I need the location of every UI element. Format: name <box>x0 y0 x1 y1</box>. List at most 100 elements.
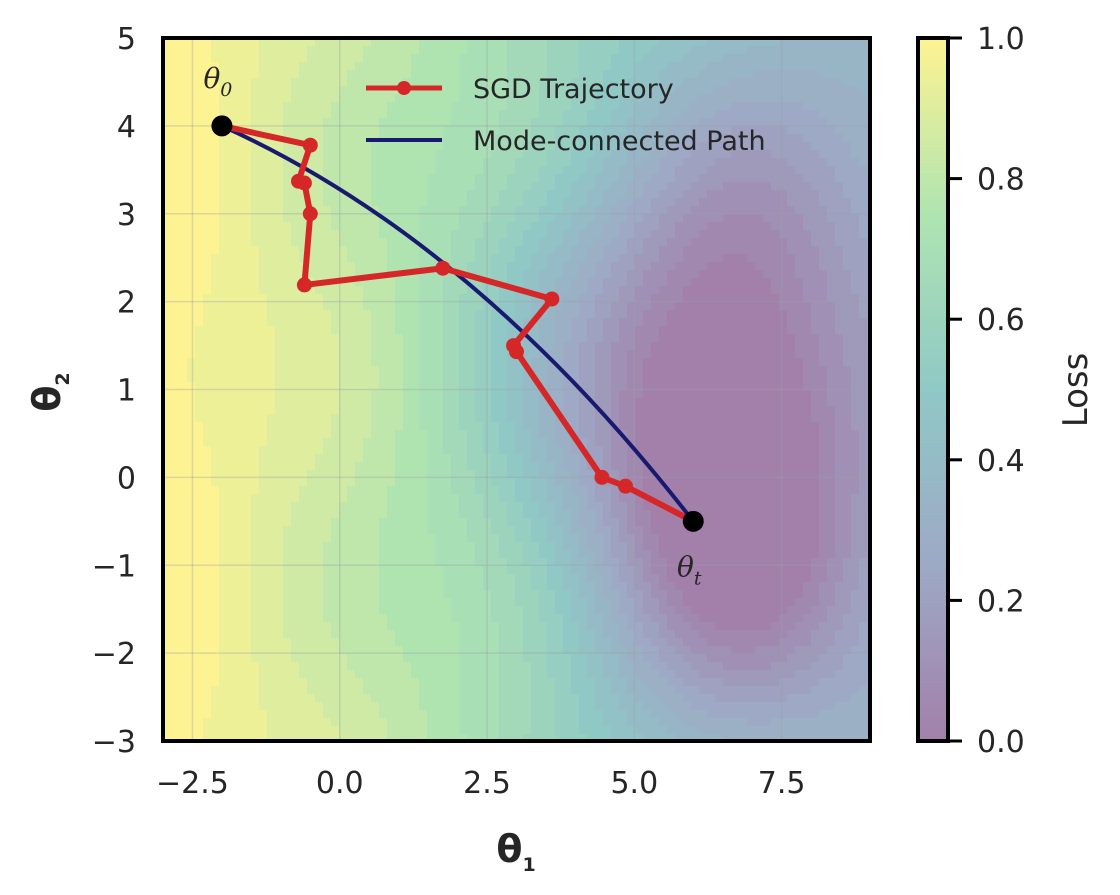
contour-cell <box>339 598 348 607</box>
contour-cell <box>291 190 300 199</box>
contour-cell <box>507 406 516 415</box>
contour-cell <box>603 542 612 551</box>
contour-cell <box>179 598 188 607</box>
contour-cell <box>379 62 388 71</box>
contour-cell <box>235 150 244 159</box>
contour-cell <box>515 78 524 87</box>
contour-cell <box>315 438 324 447</box>
contour-cell <box>571 686 580 695</box>
contour-cell <box>507 382 516 391</box>
contour-cell <box>403 470 412 479</box>
contour-cell <box>451 150 460 159</box>
contour-cell <box>571 398 580 407</box>
contour-cell <box>163 278 172 287</box>
contour-cell <box>251 398 260 407</box>
contour-cell <box>323 694 332 703</box>
contour-cell <box>235 318 244 327</box>
contour-cell <box>435 366 444 375</box>
contour-cell <box>259 342 268 351</box>
contour-cell <box>571 726 580 735</box>
contour-cell <box>611 110 620 119</box>
contour-cell <box>523 86 532 95</box>
contour-cell <box>595 702 604 711</box>
contour-cell <box>595 630 604 639</box>
contour-cell <box>243 550 252 559</box>
contour-cell <box>395 638 404 647</box>
contour-cell <box>315 238 324 247</box>
contour-cell <box>347 358 356 367</box>
contour-cell <box>563 734 572 741</box>
contour-cell <box>331 214 340 223</box>
contour-cell <box>435 686 444 695</box>
contour-cell <box>251 382 260 391</box>
contour-cell <box>219 398 228 407</box>
contour-cell <box>451 638 460 647</box>
contour-cell <box>291 478 300 487</box>
contour-cell <box>219 406 228 415</box>
contour-cell <box>219 734 228 741</box>
contour-cell <box>483 262 492 271</box>
contour-cell <box>363 678 372 687</box>
contour-cell <box>347 350 356 359</box>
contour-cell <box>475 62 484 71</box>
contour-cell <box>267 318 276 327</box>
contour-cell <box>419 662 428 671</box>
contour-cell <box>243 694 252 703</box>
contour-cell <box>219 310 228 319</box>
contour-cell <box>379 78 388 87</box>
contour-cell <box>339 718 348 727</box>
contour-cell <box>411 454 420 463</box>
contour-cell <box>347 734 356 741</box>
contour-cell <box>539 142 548 151</box>
contour-cell <box>323 454 332 463</box>
contour-cell <box>507 142 516 151</box>
contour-cell <box>331 230 340 239</box>
contour-cell <box>499 470 508 479</box>
contour-cell <box>387 278 396 287</box>
contour-cell <box>435 446 444 455</box>
contour-cell <box>427 414 436 423</box>
contour-cell <box>515 118 524 127</box>
contour-cell <box>491 230 500 239</box>
contour-cell <box>483 534 492 543</box>
contour-cell <box>283 574 292 583</box>
contour-cell <box>547 710 556 719</box>
contour-cell <box>323 302 332 311</box>
contour-cell <box>547 734 556 741</box>
contour-cell <box>451 454 460 463</box>
contour-cell <box>531 390 540 399</box>
contour-cell <box>251 526 260 535</box>
contour-cell <box>163 214 172 223</box>
contour-cell <box>171 566 180 575</box>
contour-cell <box>323 630 332 639</box>
contour-cell <box>307 38 316 47</box>
contour-cell <box>363 614 372 623</box>
contour-cell <box>371 710 380 719</box>
contour-cell <box>355 134 364 143</box>
contour-cell <box>267 702 276 711</box>
contour-cell <box>499 54 508 63</box>
contour-cell <box>163 502 172 511</box>
contour-cell <box>451 662 460 671</box>
contour-cell <box>195 54 204 63</box>
contour-cell <box>267 646 276 655</box>
contour-cell <box>563 718 572 727</box>
contour-cell <box>499 462 508 471</box>
contour-cell <box>459 174 468 183</box>
contour-cell <box>435 286 444 295</box>
contour-cell <box>203 734 212 741</box>
contour-cell <box>387 358 396 367</box>
contour-cell <box>475 438 484 447</box>
contour-cell <box>187 246 196 255</box>
contour-cell <box>243 438 252 447</box>
contour-cell <box>603 518 612 527</box>
contour-cell <box>203 606 212 615</box>
contour-cell <box>219 70 228 79</box>
contour-cell <box>563 390 572 399</box>
contour-cell <box>531 422 540 431</box>
contour-cell <box>323 638 332 647</box>
contour-cell <box>363 270 372 279</box>
contour-cell <box>195 286 204 295</box>
contour-cell <box>579 726 588 735</box>
contour-cell <box>227 174 236 183</box>
